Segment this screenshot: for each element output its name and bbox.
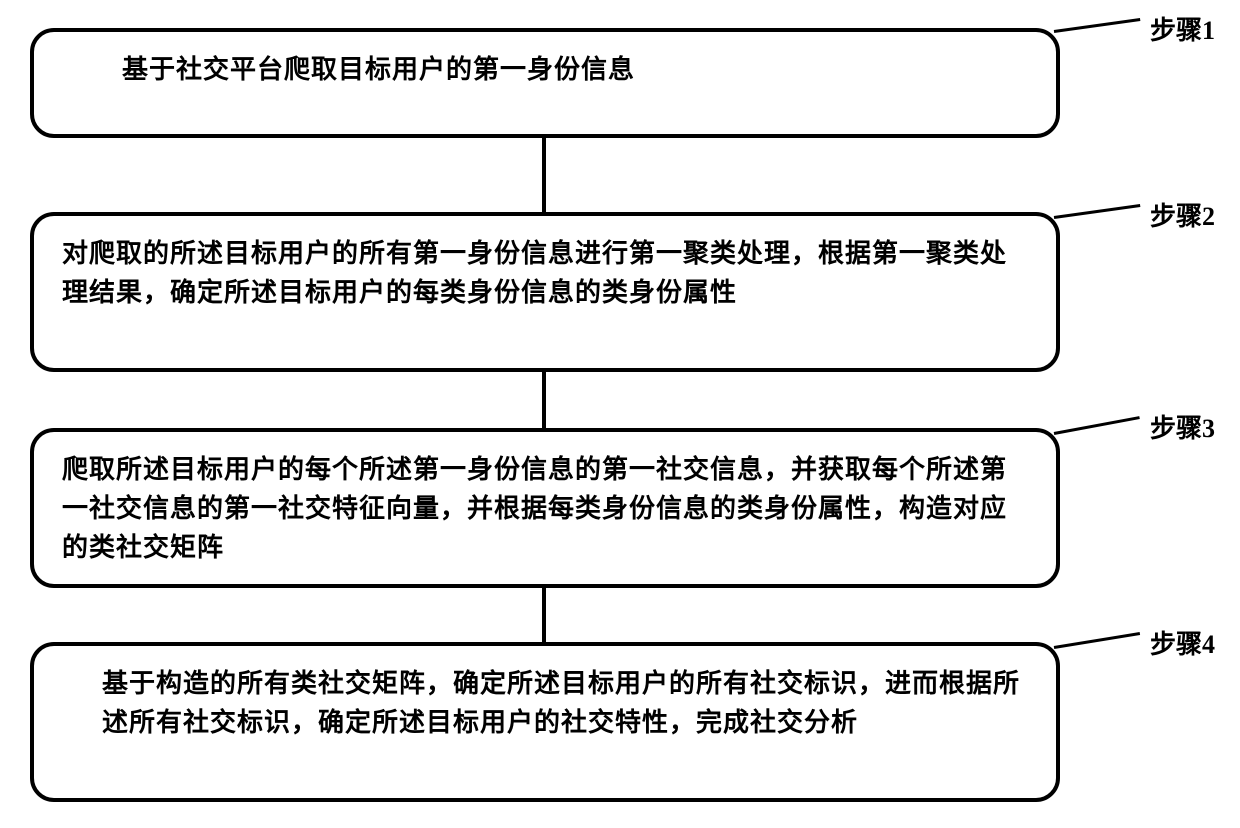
leader-line-3 — [1054, 416, 1141, 435]
step-label-1: 步骤1 — [1150, 10, 1215, 47]
leader-line-2 — [1054, 204, 1140, 219]
step-label-2: 步骤2 — [1150, 196, 1215, 233]
step-box-1: 基于社交平台爬取目标用户的第一身份信息 — [30, 28, 1060, 138]
step-text-4: 基于构造的所有类社交矩阵，确定所述目标用户的所有社交标识，进而根据所述所有社交标… — [62, 664, 1028, 742]
step-text-1: 基于社交平台爬取目标用户的第一身份信息 — [62, 50, 1028, 89]
step-box-4: 基于构造的所有类社交矩阵，确定所述目标用户的所有社交标识，进而根据所述所有社交标… — [30, 642, 1060, 802]
step-box-3: 爬取所述目标用户的每个所述第一身份信息的第一社交信息，并获取每个所述第一社交信息… — [30, 428, 1060, 588]
connector-2-3 — [542, 372, 546, 428]
step-text-3: 爬取所述目标用户的每个所述第一身份信息的第一社交信息，并获取每个所述第一社交信息… — [62, 450, 1028, 567]
connector-1-2 — [542, 138, 546, 212]
step-label-3: 步骤3 — [1150, 408, 1215, 445]
step-box-2: 对爬取的所述目标用户的所有第一身份信息进行第一聚类处理，根据第一聚类处理结果，确… — [30, 212, 1060, 372]
leader-line-1 — [1054, 18, 1140, 33]
step-text-2: 对爬取的所述目标用户的所有第一身份信息进行第一聚类处理，根据第一聚类处理结果，确… — [62, 234, 1028, 312]
step-label-4: 步骤4 — [1150, 624, 1215, 661]
connector-3-4 — [542, 588, 546, 642]
leader-line-4 — [1054, 632, 1140, 649]
